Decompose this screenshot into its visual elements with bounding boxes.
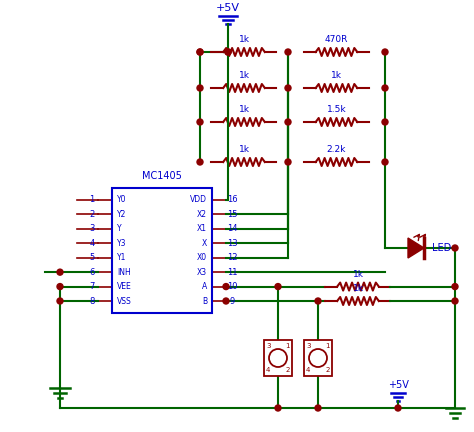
Text: B: B [202, 296, 207, 305]
Bar [264, 340, 292, 376]
Text: INH: INH [117, 268, 131, 276]
Text: 1k: 1k [353, 270, 364, 279]
Text: 1: 1 [285, 343, 290, 349]
Circle shape [275, 405, 281, 411]
Bar [304, 340, 332, 376]
Text: 16: 16 [227, 196, 237, 204]
Circle shape [452, 283, 458, 289]
Text: Y3: Y3 [117, 239, 127, 248]
Circle shape [57, 298, 63, 304]
Circle shape [382, 85, 388, 91]
Text: X3: X3 [197, 268, 207, 276]
Circle shape [382, 49, 388, 55]
Text: 11: 11 [227, 268, 237, 276]
Text: Y0: Y0 [117, 196, 127, 204]
Text: Y: Y [117, 224, 122, 233]
Bar [112, 188, 212, 313]
Text: 1k: 1k [238, 71, 249, 80]
Text: 1k: 1k [353, 284, 364, 293]
Text: 2: 2 [286, 367, 290, 373]
Text: X: X [202, 239, 207, 248]
Text: MC1405: MC1405 [142, 171, 182, 181]
Text: 2.2k: 2.2k [327, 145, 346, 154]
Text: A: A [202, 282, 207, 291]
Circle shape [197, 119, 203, 125]
Circle shape [223, 298, 229, 304]
Circle shape [275, 283, 281, 289]
Circle shape [315, 298, 321, 304]
Text: X2: X2 [197, 210, 207, 219]
Text: 2: 2 [90, 210, 95, 219]
Circle shape [315, 405, 321, 411]
Circle shape [225, 49, 231, 55]
Text: Y2: Y2 [117, 210, 127, 219]
Text: 470R: 470R [325, 35, 348, 44]
Circle shape [395, 405, 401, 411]
Circle shape [197, 159, 203, 165]
Text: 4: 4 [306, 367, 310, 373]
Text: 9: 9 [229, 296, 235, 305]
Text: 3: 3 [89, 224, 95, 233]
Circle shape [57, 283, 63, 289]
Circle shape [452, 245, 458, 251]
Text: 3: 3 [266, 343, 271, 349]
Text: 14: 14 [227, 224, 237, 233]
Text: 4: 4 [90, 239, 95, 248]
Text: Y1: Y1 [117, 253, 127, 262]
Circle shape [382, 159, 388, 165]
Circle shape [285, 85, 291, 91]
Circle shape [285, 119, 291, 125]
Circle shape [382, 119, 388, 125]
Text: VSS: VSS [117, 296, 132, 305]
Text: 4: 4 [266, 367, 270, 373]
Text: 2: 2 [326, 367, 330, 373]
Text: 1: 1 [90, 196, 95, 204]
Text: +5V: +5V [388, 380, 409, 390]
Text: +5V: +5V [216, 3, 240, 13]
Polygon shape [408, 238, 424, 258]
Circle shape [197, 49, 203, 55]
Circle shape [197, 85, 203, 91]
Circle shape [285, 159, 291, 165]
Text: 10: 10 [227, 282, 237, 291]
Text: 8: 8 [89, 296, 95, 305]
Text: 5: 5 [90, 253, 95, 262]
Text: X0: X0 [197, 253, 207, 262]
Text: 13: 13 [227, 239, 237, 248]
Text: 1k: 1k [238, 35, 249, 44]
Circle shape [285, 49, 291, 55]
Circle shape [57, 269, 63, 275]
Text: LED: LED [432, 243, 451, 253]
Text: 1k: 1k [238, 145, 249, 154]
Circle shape [225, 49, 231, 55]
Text: 3: 3 [306, 343, 310, 349]
Text: 12: 12 [227, 253, 237, 262]
Circle shape [452, 298, 458, 304]
Text: 6: 6 [89, 268, 95, 276]
Text: VEE: VEE [117, 282, 132, 291]
Text: VDD: VDD [190, 196, 207, 204]
Circle shape [223, 283, 229, 289]
Text: 15: 15 [227, 210, 237, 219]
Text: 1.5k: 1.5k [327, 105, 346, 114]
Text: 7: 7 [89, 282, 95, 291]
Text: 1k: 1k [331, 71, 342, 80]
Text: 1k: 1k [238, 105, 249, 114]
Text: X1: X1 [197, 224, 207, 233]
Circle shape [197, 49, 203, 55]
Text: 1: 1 [326, 343, 330, 349]
